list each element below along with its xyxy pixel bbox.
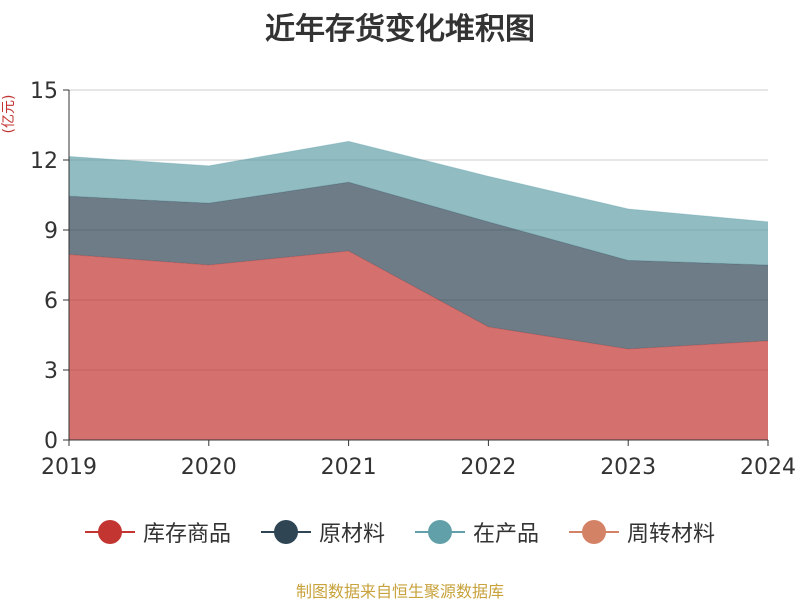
y-tick-label: 3: [44, 359, 58, 384]
legend-label: 原材料: [318, 522, 385, 547]
legend-item[interactable]: 库存商品: [84, 516, 231, 548]
area-layer: [68, 140, 769, 440]
x-tick-label: 2020: [181, 455, 237, 480]
y-tick-label: 6: [44, 289, 58, 314]
chart-legend: 库存商品 原材料 在产品 周转材料: [0, 516, 800, 548]
area-series: [69, 182, 768, 349]
chart-title: 近年存货变化堆积图: [265, 12, 535, 47]
axis-layer: 0 3 6 9 12 15 2019 2020 2021 2022 2023 2024: [30, 79, 796, 480]
legend-marker-icon: [569, 519, 620, 545]
legend-label: 库存商品: [142, 522, 231, 547]
area-series-line: [68, 140, 769, 223]
x-tick-label: 2023: [600, 455, 656, 480]
legend-marker-icon: [415, 519, 465, 545]
x-tick-label: 2019: [41, 455, 97, 480]
y-tick-label: 9: [44, 219, 58, 244]
x-tick-label: 2021: [321, 455, 377, 480]
data-source-footer: 制图数据来自恒生聚源数据库: [295, 582, 504, 601]
legend-item[interactable]: 在产品: [415, 516, 539, 548]
x-tick-label: 2022: [460, 455, 516, 480]
legend-label: 周转材料: [627, 522, 716, 547]
legend-item[interactable]: 周转材料: [569, 516, 715, 548]
legend-item[interactable]: 原材料: [260, 516, 385, 548]
area-series: [69, 141, 768, 265]
y-tick-label: 0: [44, 429, 58, 454]
legend-marker-icon: [260, 519, 311, 545]
legend-marker-icon: [84, 519, 135, 545]
area-series: [69, 251, 768, 440]
y-tick-label: 15: [30, 79, 58, 104]
y-tick-label: 12: [30, 149, 58, 174]
legend-label: 在产品: [473, 522, 540, 547]
y-axis-unit-label: (亿元): [1, 95, 17, 134]
x-tick-label: 2024: [740, 455, 796, 480]
